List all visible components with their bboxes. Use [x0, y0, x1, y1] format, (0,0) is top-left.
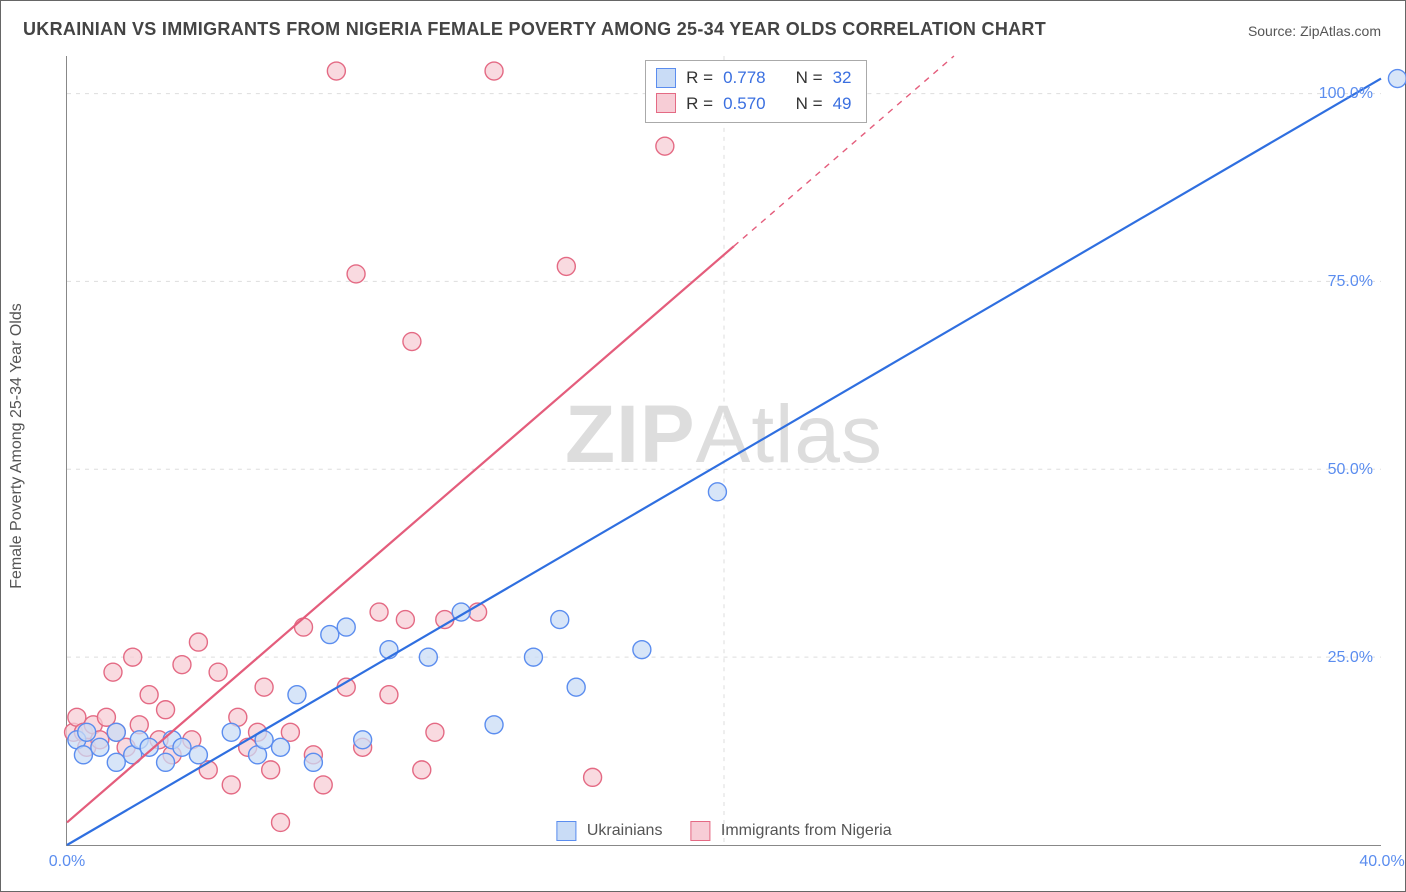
legend-item-ukrainians: Ukrainians — [556, 821, 662, 841]
legend-label-ukrainians: Ukrainians — [587, 822, 663, 839]
chart-title: UKRAINIAN VS IMMIGRANTS FROM NIGERIA FEM… — [23, 19, 1046, 40]
legend-label-nigeria: Immigrants from Nigeria — [721, 822, 892, 839]
stats-row-ukrainians: R = 0.778 N = 32 — [656, 65, 851, 91]
stats-row-nigeria: R = 0.570 N = 49 — [656, 91, 851, 117]
source-prefix: Source: — [1248, 23, 1300, 39]
stat-n-value-ukrainians: 32 — [833, 65, 852, 91]
stat-n-label: N = — [796, 91, 823, 117]
y-tick-label: 75.0% — [1328, 273, 1373, 291]
x-tick-label: 0.0% — [49, 853, 85, 871]
x-tick-label: 40.0% — [1359, 853, 1404, 871]
stat-r-value-nigeria: 0.570 — [723, 91, 766, 117]
stat-r-label: R = — [686, 65, 713, 91]
correlation-stats-box: R = 0.778 N = 32 R = 0.570 N = 49 — [645, 60, 866, 123]
stat-r-value-ukrainians: 0.778 — [723, 65, 766, 91]
legend-swatch-nigeria-icon — [690, 821, 710, 841]
y-tick-label: 25.0% — [1328, 649, 1373, 667]
source-name: ZipAtlas.com — [1300, 23, 1381, 39]
swatch-nigeria-icon — [656, 93, 676, 113]
source-attribution: Source: ZipAtlas.com — [1248, 23, 1381, 39]
chart-svg — [67, 56, 1381, 845]
y-tick-label: 50.0% — [1328, 461, 1373, 479]
stat-r-label: R = — [686, 91, 713, 117]
y-axis-label: Female Poverty Among 25-34 Year Olds — [8, 303, 26, 589]
legend-swatch-ukrainians-icon — [556, 821, 576, 841]
swatch-ukrainians-icon — [656, 68, 676, 88]
chart-container: UKRAINIAN VS IMMIGRANTS FROM NIGERIA FEM… — [0, 0, 1406, 892]
legend-item-nigeria: Immigrants from Nigeria — [690, 821, 891, 841]
stat-n-value-nigeria: 49 — [833, 91, 852, 117]
stat-n-label: N = — [796, 65, 823, 91]
y-tick-label: 100.0% — [1319, 85, 1373, 103]
legend-bottom: Ukrainians Immigrants from Nigeria — [556, 821, 891, 841]
plot-area: ZIPAtlas R = 0.778 N = 32 R = 0.570 — [66, 56, 1381, 846]
